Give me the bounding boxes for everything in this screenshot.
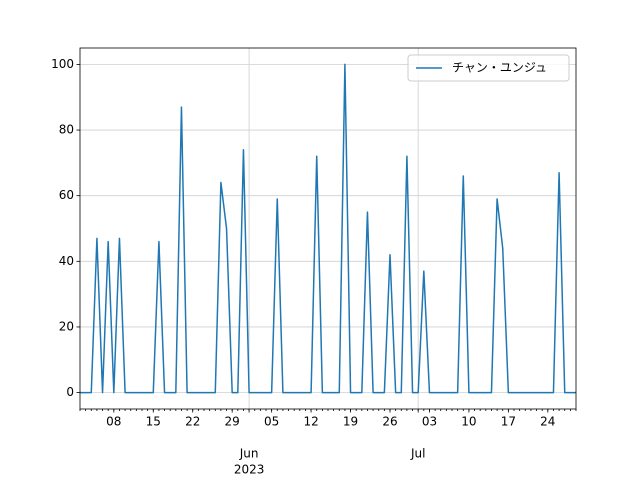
y-tick-label: 0	[66, 385, 74, 399]
x-tick-label: 29	[225, 415, 240, 429]
x-tick-label: 05	[264, 415, 279, 429]
y-tick-label: 20	[59, 319, 74, 333]
x-tick-label: 03	[422, 415, 437, 429]
x-tick-label: 08	[106, 415, 121, 429]
x-tick-label: 15	[146, 415, 161, 429]
legend-label: チャン・ユンジュ	[452, 61, 547, 75]
x-tick-label: 12	[303, 415, 318, 429]
x-month-label: Jul	[410, 447, 425, 461]
y-tick-label: 80	[59, 123, 74, 137]
series-line	[80, 63, 576, 394]
x-tick-label: 19	[343, 415, 358, 429]
x-tick-label: 10	[461, 415, 476, 429]
y-tick-label: 100	[51, 57, 74, 71]
x-tick-label: 17	[501, 415, 516, 429]
axes-frame	[79, 47, 577, 410]
y-tick-label: 60	[59, 188, 74, 202]
x-month-label: Jun	[239, 447, 259, 461]
legend-box	[407, 54, 570, 82]
x-tick-label: 24	[540, 415, 555, 429]
y-tick-label: 40	[59, 254, 74, 268]
x-year-label: 2023	[234, 463, 265, 477]
x-tick-label: 26	[382, 415, 397, 429]
x-tick-label: 22	[185, 415, 200, 429]
